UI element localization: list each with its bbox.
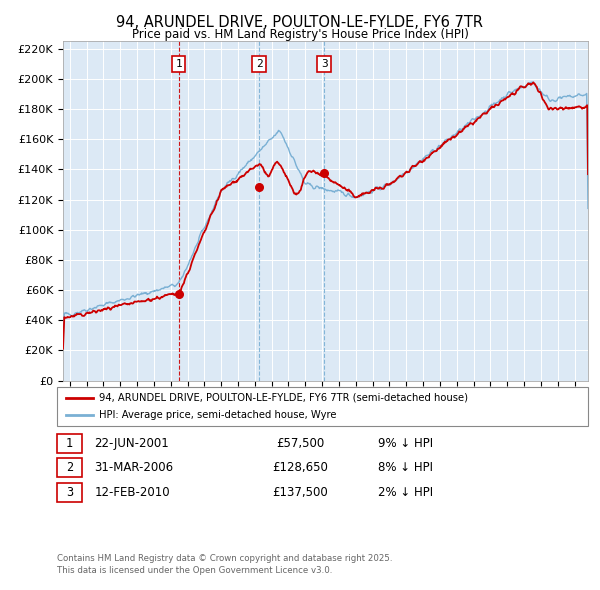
Text: 2: 2 (66, 461, 73, 474)
Text: 3: 3 (66, 486, 73, 499)
Text: Price paid vs. HM Land Registry's House Price Index (HPI): Price paid vs. HM Land Registry's House … (131, 28, 469, 41)
Text: 2: 2 (256, 59, 262, 69)
Text: 22-JUN-2001: 22-JUN-2001 (94, 437, 169, 450)
Text: £57,500: £57,500 (276, 437, 324, 450)
Text: £128,650: £128,650 (272, 461, 328, 474)
Text: 31-MAR-2006: 31-MAR-2006 (94, 461, 173, 474)
Text: 3: 3 (321, 59, 328, 69)
Text: 1: 1 (175, 59, 182, 69)
Text: 1: 1 (66, 437, 73, 450)
Text: HPI: Average price, semi-detached house, Wyre: HPI: Average price, semi-detached house,… (99, 410, 337, 420)
Text: 8% ↓ HPI: 8% ↓ HPI (378, 461, 433, 474)
Text: Contains HM Land Registry data © Crown copyright and database right 2025.
This d: Contains HM Land Registry data © Crown c… (57, 554, 392, 575)
Text: 94, ARUNDEL DRIVE, POULTON-LE-FYLDE, FY6 7TR (semi-detached house): 94, ARUNDEL DRIVE, POULTON-LE-FYLDE, FY6… (99, 393, 468, 403)
Text: 94, ARUNDEL DRIVE, POULTON-LE-FYLDE, FY6 7TR: 94, ARUNDEL DRIVE, POULTON-LE-FYLDE, FY6… (116, 15, 484, 30)
Text: 12-FEB-2010: 12-FEB-2010 (94, 486, 170, 499)
Text: £137,500: £137,500 (272, 486, 328, 499)
Text: 9% ↓ HPI: 9% ↓ HPI (378, 437, 433, 450)
Text: 2% ↓ HPI: 2% ↓ HPI (378, 486, 433, 499)
